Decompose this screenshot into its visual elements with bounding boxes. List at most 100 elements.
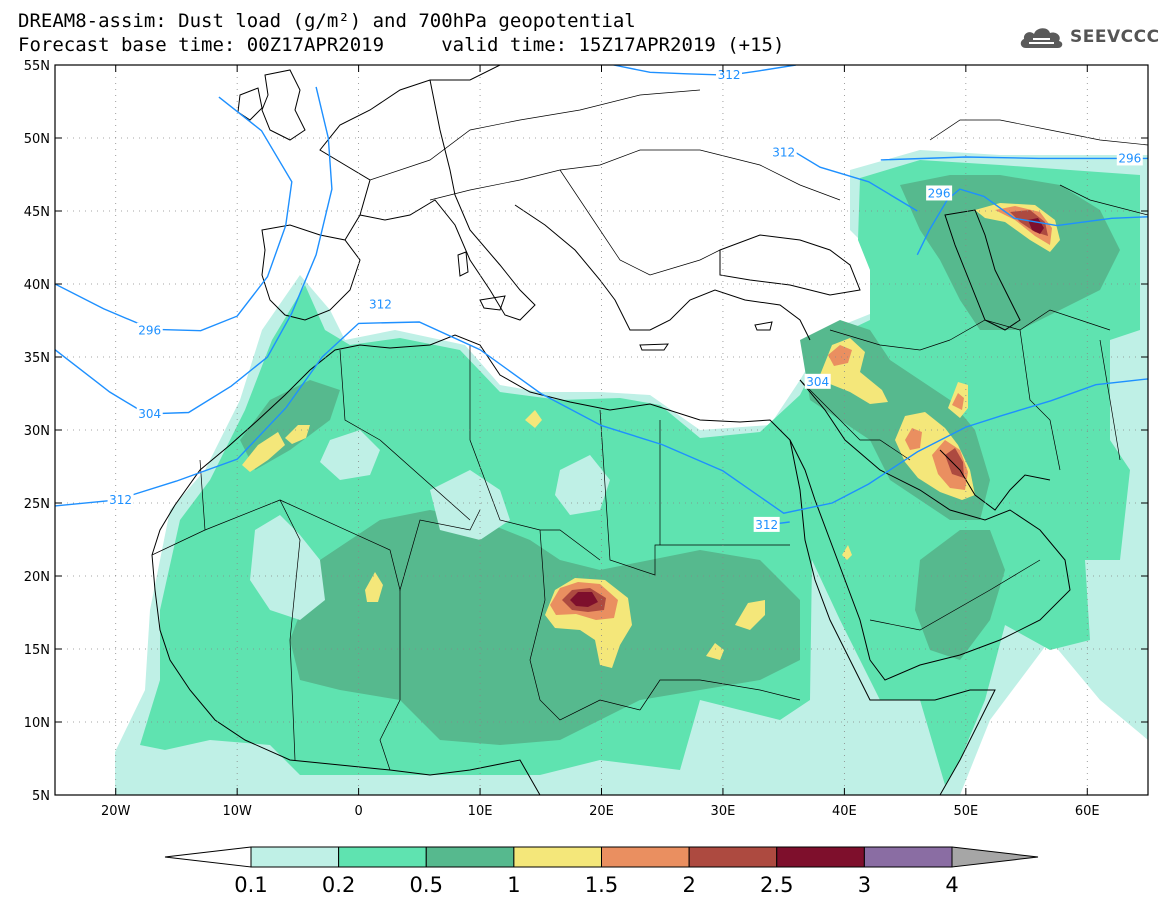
map-axes: 20W 10W 0 10E 20E 30E 40E 50E 60E 55N 50N 45N 40N 35N…: [24, 59, 1148, 819]
lat-tick-label: 50N: [24, 132, 50, 147]
colorbar-swatch: [776, 846, 865, 868]
lat-tick-label: 15N: [24, 643, 50, 658]
border-line: [599, 409, 790, 576]
west-africa-coastline: [151, 554, 541, 795]
dust-low-area: [430, 470, 510, 540]
colorbar-swatch: [863, 846, 953, 868]
dust-low-area: [555, 455, 610, 515]
map-gridlines: [55, 65, 1148, 795]
dust-level-1.5-area: [905, 428, 922, 450]
contour-label: 304: [806, 375, 829, 389]
contour-label-bg: [926, 185, 953, 201]
geopotential-contour: [55, 321, 1148, 514]
lat-tick-label: 45N: [24, 205, 50, 220]
crete-coastline: [639, 343, 669, 351]
lon-tick-label: 20W: [101, 804, 131, 819]
cyprus-coastline: [754, 321, 773, 331]
contour-label-bg: [107, 492, 134, 508]
contour-label: 312: [369, 297, 392, 311]
colorbar-swatch: [338, 846, 427, 868]
border-line: [929, 119, 1148, 146]
border-line: [529, 529, 641, 721]
colorbar-level-label: 1.5: [585, 873, 618, 897]
contour-label: 312: [109, 493, 132, 507]
dust-level-1-area: [365, 572, 383, 602]
ireland-coastline: [237, 87, 263, 121]
colorbar-swatch: [513, 846, 602, 868]
colorbar-level-label: 4: [945, 873, 958, 897]
cloud-icon: [1020, 28, 1063, 48]
lon-tick-label: 60E: [1075, 804, 1100, 819]
colorbar-above-arrow: [951, 846, 1039, 868]
contour-label: 296: [1118, 151, 1141, 165]
dust-level-1-area: [706, 643, 724, 660]
contour-label-bg: [804, 373, 831, 389]
dust-low-area: [250, 515, 325, 620]
geopotential-contours: 296 304 312 312 312 312 304 296 296 312: [55, 65, 1148, 532]
sicily-coastline: [479, 295, 506, 311]
balkans-coastline: [514, 204, 811, 341]
border-line: [799, 379, 911, 461]
red-sea-coastline: [789, 439, 871, 661]
contour-label: 296: [928, 186, 951, 200]
europe-coastline: [319, 65, 536, 321]
country-borders: [151, 89, 1148, 771]
colorbar-level-label: 1: [507, 873, 520, 897]
colorbar-level-label: 2: [682, 873, 695, 897]
caspian-sea-coastline: [944, 209, 1021, 331]
border-line: [379, 590, 401, 771]
seevccc-logo: SEEVCCC: [1018, 24, 1160, 50]
border-line: [829, 329, 951, 351]
colorbar-swatch: [250, 846, 340, 868]
contour-label-bg: [367, 296, 394, 312]
lat-tick-label: 20N: [24, 570, 50, 585]
dust-low-area: [1110, 350, 1148, 440]
arabia-coastline: [799, 379, 1071, 681]
colorbar-level-label: 0.2: [322, 873, 355, 897]
colorbar-below-arrow: [164, 846, 252, 868]
map-title: DREAM8-assim: Dust load (g/m²) and 700hP…: [18, 10, 636, 32]
lon-tick-label: 50E: [953, 804, 978, 819]
colorbar-level-label: 0.1: [234, 873, 267, 897]
iberia-coastline: [261, 224, 361, 321]
colorbar-level-label: 0.5: [410, 873, 443, 897]
contour-label-bg: [770, 144, 797, 160]
border-line: [559, 169, 721, 276]
dust-low-area: [320, 430, 380, 480]
lat-tick-label: 5N: [32, 789, 50, 804]
dust-level-2.5-area: [570, 592, 598, 607]
lon-tick-label: 40E: [832, 804, 857, 819]
lon-tick-label: 0: [354, 804, 362, 819]
logo-text: SEEVCCC: [1070, 27, 1160, 47]
lon-tick-label: 10E: [468, 804, 493, 819]
geopotential-contour: [916, 188, 1148, 256]
colorbar-swatch: [425, 846, 515, 868]
border-line: [869, 559, 1041, 631]
dust-level-1-area: [842, 545, 852, 560]
dust-level-1.5-area: [828, 345, 852, 366]
border-line: [369, 89, 701, 181]
contour-label-bg: [1116, 150, 1143, 166]
dust-level-0.5-area: [915, 530, 1005, 660]
black-sea-coastline: [719, 234, 861, 296]
dust-level-1-area: [285, 425, 310, 444]
lon-tick-label: 10W: [222, 804, 252, 819]
forecast-time-subtitle: Forecast base time: 00Z17APR2019 valid t…: [18, 34, 785, 56]
colorbar: 0.1 0.2 0.5 1 1.5 2 2.5 3 4: [164, 846, 1039, 897]
lat-tick-label: 30N: [24, 424, 50, 439]
contour-label: 296: [138, 324, 161, 338]
lon-tick-label: 20E: [589, 804, 614, 819]
border-line: [469, 345, 601, 561]
dust-level-0.5-area: [290, 510, 800, 745]
britain-coastline: [261, 69, 306, 141]
border-line: [339, 349, 471, 521]
contour-label-bg: [136, 322, 163, 338]
border-line: [639, 679, 801, 711]
lat-tick-label: 35N: [24, 351, 50, 366]
border-line: [949, 309, 1111, 341]
dust-level-2-area: [945, 448, 964, 478]
persian-gulf-coastline: [939, 449, 1051, 511]
border-line: [1059, 184, 1148, 216]
colorbar-swatch: [688, 846, 778, 868]
contour-label-bg: [136, 405, 163, 421]
